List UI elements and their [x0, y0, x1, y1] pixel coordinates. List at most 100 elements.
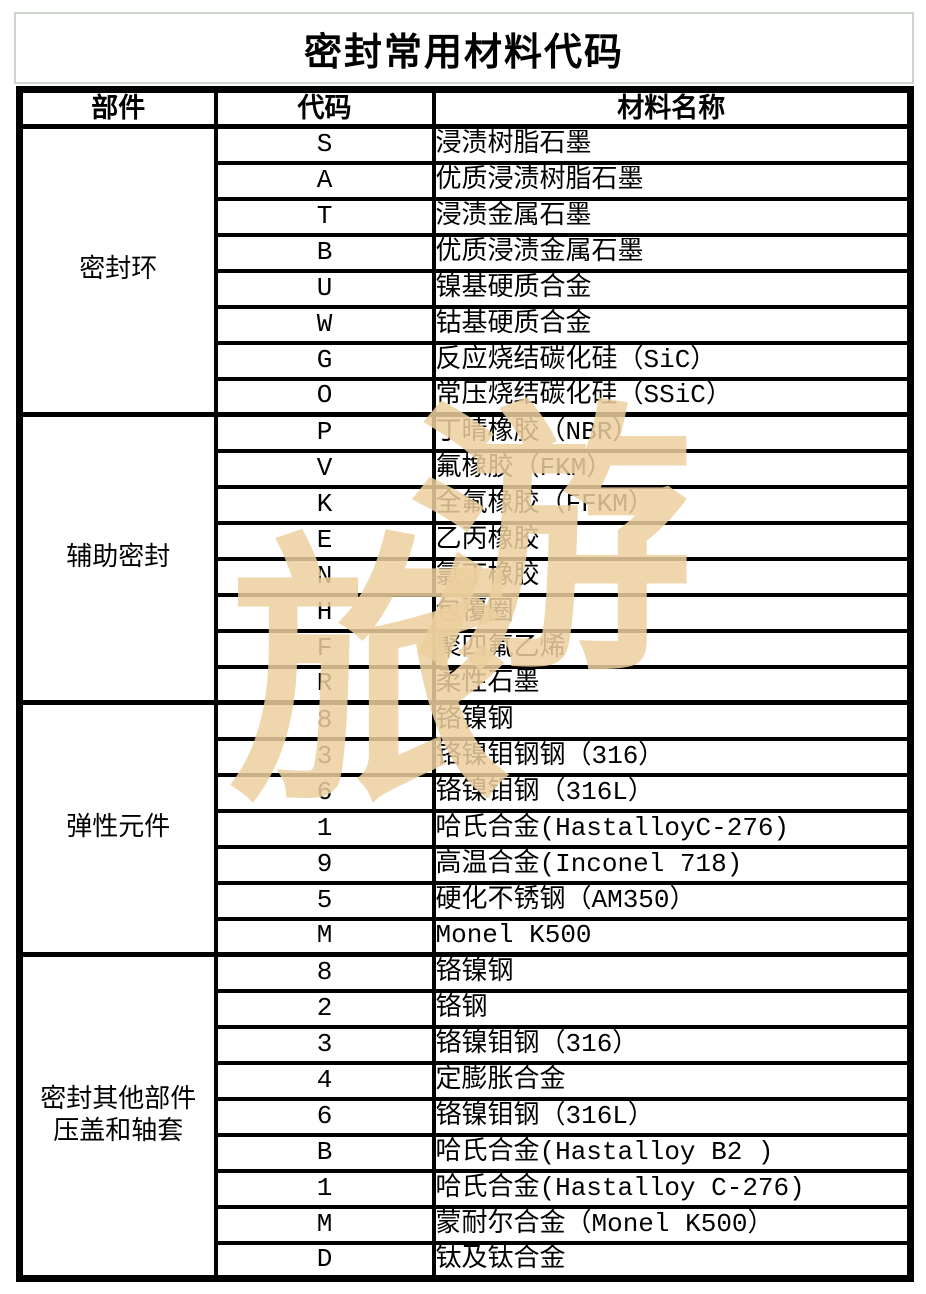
column-header-0: 部件	[17, 87, 218, 130]
code-cell: B	[213, 1132, 436, 1173]
code-cell: M	[213, 1204, 436, 1245]
table-row: R 柔性石墨	[20, 664, 913, 705]
table-row: 6 铬镍钼钢（316L）	[20, 1096, 913, 1137]
material-cell: 铬镍钢	[431, 952, 913, 993]
component-cell: 辅助密封	[17, 412, 218, 705]
table-row: T 浸渍金属石墨	[20, 196, 913, 237]
table-row: B 哈氏合金(Hastalloy B2 )	[20, 1132, 913, 1173]
table-row: V 氟橡胶（FKM）	[20, 448, 913, 489]
table-header-row: 部件 代码 材料名称	[17, 87, 913, 130]
table-row: 3 铬镍钼钢钢（316）	[20, 736, 913, 777]
material-cell: 蒙耐尔合金（Monel K500）	[431, 1204, 913, 1245]
code-cell: T	[213, 196, 436, 237]
material-cell: 铬镍钢	[431, 700, 913, 741]
code-cell: G	[213, 340, 436, 381]
code-cell: 8	[213, 700, 436, 741]
material-cell: 包覆圈	[431, 592, 913, 633]
table-row: 1 哈氏合金(HastalloyC-276)	[20, 808, 913, 849]
material-cell: 哈氏合金(HastalloyC-276)	[431, 808, 913, 849]
code-cell: 2	[213, 988, 436, 1029]
code-cell: 5	[213, 880, 436, 921]
table-row: 辅助密封 P 丁晴橡胶（NBR）	[17, 412, 913, 705]
column-header-1: 代码	[213, 87, 436, 130]
code-cell: 3	[213, 736, 436, 777]
table-row: 2 铬钢	[20, 988, 913, 1029]
material-cell: 钛及钛合金	[431, 1240, 913, 1281]
code-cell: A	[213, 160, 436, 201]
table-row: H 包覆圈	[20, 592, 913, 633]
code-cell: U	[213, 268, 436, 309]
table-row: E 乙丙橡胶	[20, 520, 913, 561]
table-row: D 钛及钛合金	[20, 1240, 913, 1281]
material-cell: 氟橡胶（FKM）	[431, 448, 913, 489]
code-cell: B	[213, 232, 436, 273]
code-cell: E	[213, 520, 436, 561]
code-cell: 4	[213, 1060, 436, 1101]
table-row: M Monel K500	[20, 916, 913, 957]
material-cell: 钴基硬质合金	[431, 304, 913, 345]
table-row: 1 哈氏合金(Hastalloy C-276)	[20, 1168, 913, 1209]
code-cell: V	[213, 448, 436, 489]
table-row: G 反应烧结碳化硅（SiC）	[20, 340, 913, 381]
material-cell: 定膨胀合金	[431, 1060, 913, 1101]
component-cell: 弹性元件	[17, 700, 218, 957]
material-cell: 铬镍钼钢（316）	[431, 1024, 913, 1065]
material-cell: 浸渍金属石墨	[431, 196, 913, 237]
table-row: 6 铬镍钼钢（316L）	[20, 772, 913, 813]
code-cell: 1	[213, 808, 436, 849]
table-row: 5 硬化不锈钢（AM350）	[20, 880, 913, 921]
code-cell: R	[213, 664, 436, 705]
material-cell: 铬镍钼钢（316L）	[431, 1096, 913, 1137]
material-cell: 柔性石墨	[431, 664, 913, 705]
material-cell: 硬化不锈钢（AM350）	[431, 880, 913, 921]
code-cell: 3	[213, 1024, 436, 1065]
table-row: 3 铬镍钼钢（316）	[20, 1024, 913, 1065]
component-label-line: 密封其他部件	[40, 1084, 197, 1115]
component-cell: 密封环	[17, 124, 218, 417]
table-row: N 氯丁橡胶	[20, 556, 913, 597]
material-cell: 优质浸渍金属石墨	[431, 232, 913, 273]
material-cell: 全氟橡胶（FFKM）	[431, 484, 913, 525]
material-cell: 哈氏合金(Hastalloy C-276)	[431, 1168, 913, 1209]
code-cell: S	[213, 124, 436, 165]
table-row: U 镍基硬质合金	[20, 268, 913, 309]
material-cell: Monel K500	[431, 916, 913, 957]
code-cell: M	[213, 916, 436, 957]
component-cell: 密封其他部件 压盖和轴套	[17, 952, 218, 1281]
material-cell: 常压烧结碳化硅（SSiC）	[431, 376, 913, 417]
material-cell: 哈氏合金(Hastalloy B2 )	[431, 1132, 913, 1173]
component-label-line: 辅助密封	[66, 543, 171, 574]
table-row: B 优质浸渍金属石墨	[20, 232, 913, 273]
page-title: 密封常用材料代码	[303, 31, 624, 74]
code-cell: 1	[213, 1168, 436, 1209]
code-cell: O	[213, 376, 436, 417]
code-cell: 6	[213, 772, 436, 813]
table-row: 密封环 S 浸渍树脂石墨	[17, 124, 913, 417]
component-label-line: 密封环	[79, 255, 158, 286]
code-cell: K	[213, 484, 436, 525]
material-cell: 丁晴橡胶（NBR）	[431, 412, 913, 453]
material-cell: 铬镍钼钢钢（316）	[431, 736, 913, 777]
table-row: O 常压烧结碳化硅（SSiC）	[20, 376, 913, 417]
material-cell: 氯丁橡胶	[431, 556, 913, 597]
table-row: A 优质浸渍树脂石墨	[20, 160, 913, 201]
table-row: 4 定膨胀合金	[20, 1060, 913, 1101]
material-cell: 高温合金(Inconel 718)	[431, 844, 913, 885]
material-cell: 铬镍钼钢（316L）	[431, 772, 913, 813]
code-cell: 9	[213, 844, 436, 885]
code-cell: N	[213, 556, 436, 597]
component-label-line: 压盖和轴套	[53, 1117, 184, 1148]
material-cell: 反应烧结碳化硅（SiC）	[431, 340, 913, 381]
column-header-2: 材料名称	[431, 87, 913, 130]
material-codes-table: 部件 代码 材料名称 密封环 S 浸渍树脂石墨 A 优质浸渍树脂石墨 T 浸渍金属石墨 B 优质浸渍…	[16, 86, 914, 1283]
table-row: 9 高温合金(Inconel 718)	[20, 844, 913, 885]
material-cell: 乙丙橡胶	[431, 520, 913, 561]
code-cell: P	[213, 412, 436, 453]
code-cell: 6	[213, 1096, 436, 1137]
table-row: W 钴基硬质合金	[20, 304, 913, 345]
table-row: F 聚四氟乙烯	[20, 628, 913, 669]
material-cell: 聚四氟乙烯	[431, 628, 913, 669]
code-cell: W	[213, 304, 436, 345]
code-cell: H	[213, 592, 436, 633]
material-cell: 镍基硬质合金	[431, 268, 913, 309]
